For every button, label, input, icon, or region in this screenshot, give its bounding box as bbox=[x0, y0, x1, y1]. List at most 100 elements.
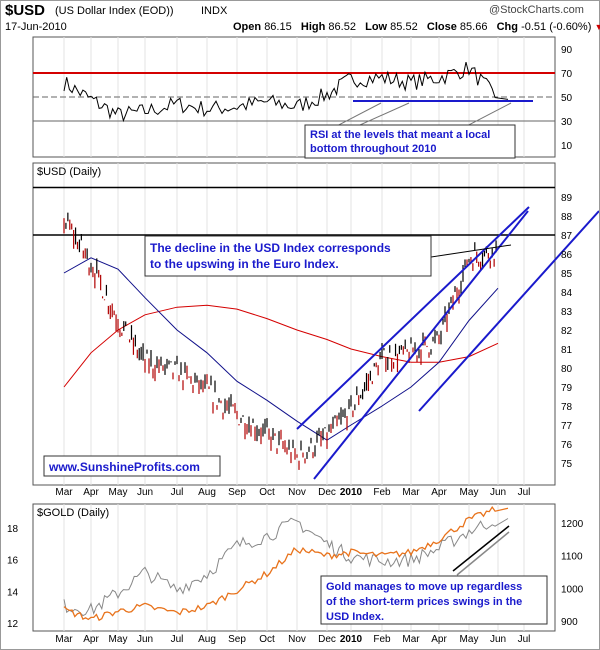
ma-200-line bbox=[63, 304, 499, 388]
price-tick-label: 76 bbox=[561, 440, 573, 451]
rsi-annotation-text: RSI at the levels that meant a local bbox=[310, 129, 490, 141]
x-tick-label-gold: Feb bbox=[373, 634, 391, 645]
chart-symbol: $USD bbox=[5, 2, 46, 19]
open-value: 86.15 bbox=[264, 21, 292, 33]
price-bars bbox=[63, 212, 497, 470]
x-tick-label-gold: Aug bbox=[198, 634, 216, 645]
gold-annotation-text: of the short-term prices swings in the bbox=[326, 596, 522, 608]
x-tick-label-price: Jun bbox=[490, 487, 506, 498]
watermark-text: www.SunshineProfits.com bbox=[48, 460, 200, 474]
gold-trend-line-2 bbox=[456, 531, 510, 576]
x-tick-label-price: Apr bbox=[431, 487, 447, 498]
chart-date: 17-Jun-2010 bbox=[5, 21, 67, 33]
x-tick-label-price: Mar bbox=[55, 487, 73, 498]
rsi-tick-label: 90 bbox=[561, 45, 573, 56]
x-tick-label-price: May bbox=[460, 487, 479, 498]
x-tick-label-price: Jul bbox=[171, 487, 184, 498]
rsi-tick-label: 30 bbox=[561, 117, 573, 128]
rsi-line bbox=[63, 61, 509, 123]
price-tick-label: 84 bbox=[561, 288, 573, 299]
price-tick-label: 75 bbox=[561, 459, 573, 470]
x-tick-label-gold: Sep bbox=[228, 634, 246, 645]
x-tick-label-price: Sep bbox=[228, 487, 246, 498]
x-tick-label-price: Feb bbox=[373, 487, 391, 498]
x-tick-label-price: Mar bbox=[402, 487, 420, 498]
x-tick-label-gold: Nov bbox=[288, 634, 306, 645]
x-tick-label-price: 2010 bbox=[340, 487, 363, 498]
gold-right-tick-label: 1200 bbox=[561, 519, 584, 530]
change-value: -0.51 (-0.60%) bbox=[521, 21, 592, 33]
price-panel-label: $USD (Daily) bbox=[37, 166, 101, 178]
channel-upper-line bbox=[296, 206, 530, 430]
x-tick-label-price: Nov bbox=[288, 487, 306, 498]
rsi-tick-label: 50 bbox=[561, 93, 573, 104]
price-annotation-text: The decline in the USD Index corresponds bbox=[150, 241, 391, 255]
close-label: Close bbox=[426, 21, 457, 33]
x-tick-label-price: Jul bbox=[518, 487, 531, 498]
gold-left-tick-label: 16 bbox=[7, 556, 19, 567]
gold-right-tick-label: 1000 bbox=[561, 584, 584, 595]
gold-left-tick-label: 14 bbox=[7, 587, 19, 598]
price-tick-label: 79 bbox=[561, 383, 573, 394]
down-arrow-icon: ▼ bbox=[594, 22, 600, 32]
gold-left-tick-label: 12 bbox=[7, 619, 19, 630]
gold-lines bbox=[63, 505, 509, 622]
x-tick-label-price: Dec bbox=[318, 487, 336, 498]
x-tick-label-price: Jun bbox=[137, 487, 153, 498]
price-tick-label: 78 bbox=[561, 402, 573, 413]
low-label: Low bbox=[365, 21, 388, 33]
price-tick-label: 81 bbox=[561, 345, 573, 356]
x-tick-label-gold: Jun bbox=[137, 634, 153, 645]
price-tick-label: 77 bbox=[561, 421, 573, 432]
high-value: 86.52 bbox=[328, 21, 356, 33]
price-annotation-text: to the upswing in the Euro Index. bbox=[150, 257, 339, 271]
gold-panel-label: $GOLD (Daily) bbox=[37, 507, 109, 519]
x-tick-label-gold: Dec bbox=[318, 634, 336, 645]
channel-lower-line bbox=[313, 210, 529, 480]
x-tick-label-gold: 2010 bbox=[340, 634, 363, 645]
x-tick-label-gold: Jun bbox=[490, 634, 506, 645]
chart-exchange: INDX bbox=[201, 5, 228, 17]
long-trend-line bbox=[418, 210, 599, 412]
gold-left-tick-label: 18 bbox=[7, 524, 19, 535]
price-tick-label: 87 bbox=[561, 231, 573, 242]
x-tick-label-price: Aug bbox=[198, 487, 216, 498]
gold-price-line bbox=[63, 505, 509, 622]
price-panel bbox=[32, 162, 556, 486]
x-tick-label-price: Apr bbox=[83, 487, 99, 498]
x-tick-label-gold: Oct bbox=[259, 634, 275, 645]
rsi-annotation-box bbox=[304, 124, 516, 159]
gold-trend-line bbox=[452, 525, 510, 572]
price-annotation-box bbox=[144, 235, 432, 277]
x-tick-label-gold: May bbox=[109, 634, 128, 645]
price-tick-label: 88 bbox=[561, 212, 573, 223]
gold-ratio-line bbox=[63, 517, 509, 617]
price-tick-label: 86 bbox=[561, 250, 573, 261]
rsi-annotation-text: bottom throughout 2010 bbox=[310, 143, 437, 155]
x-tick-label-gold: Apr bbox=[431, 634, 447, 645]
chart-instrument-name: (US Dollar Index (EOD)) bbox=[55, 5, 174, 17]
price-tick-label: 80 bbox=[561, 364, 573, 375]
x-tick-label-gold: Jul bbox=[171, 634, 184, 645]
gold-right-tick-label: 900 bbox=[561, 617, 578, 628]
open-label: Open bbox=[233, 21, 262, 33]
rsi-tick-label: 10 bbox=[561, 141, 573, 152]
change-label: Chg bbox=[496, 21, 518, 33]
ma-50-line bbox=[63, 257, 499, 441]
x-tick-label-price: May bbox=[109, 487, 128, 498]
price-tick-label: 85 bbox=[561, 269, 573, 280]
gold-right-tick-label: 1100 bbox=[561, 552, 583, 563]
ohlc-readout: Open 86.15 High 86.52 Low 85.52 Close 85… bbox=[233, 21, 600, 33]
x-tick-label-price: Oct bbox=[259, 487, 275, 498]
x-tick-label-gold: May bbox=[460, 634, 479, 645]
rsi-tick-label: 70 bbox=[561, 69, 573, 80]
low-value: 85.52 bbox=[390, 21, 418, 33]
price-tick-label: 89 bbox=[561, 193, 573, 204]
x-tick-label-gold: Mar bbox=[55, 634, 73, 645]
gold-annotation-box bbox=[320, 575, 548, 625]
gold-annotation-text: USD Index. bbox=[326, 611, 384, 623]
x-tick-label-gold: Jul bbox=[518, 634, 531, 645]
close-value: 85.66 bbox=[459, 21, 488, 33]
